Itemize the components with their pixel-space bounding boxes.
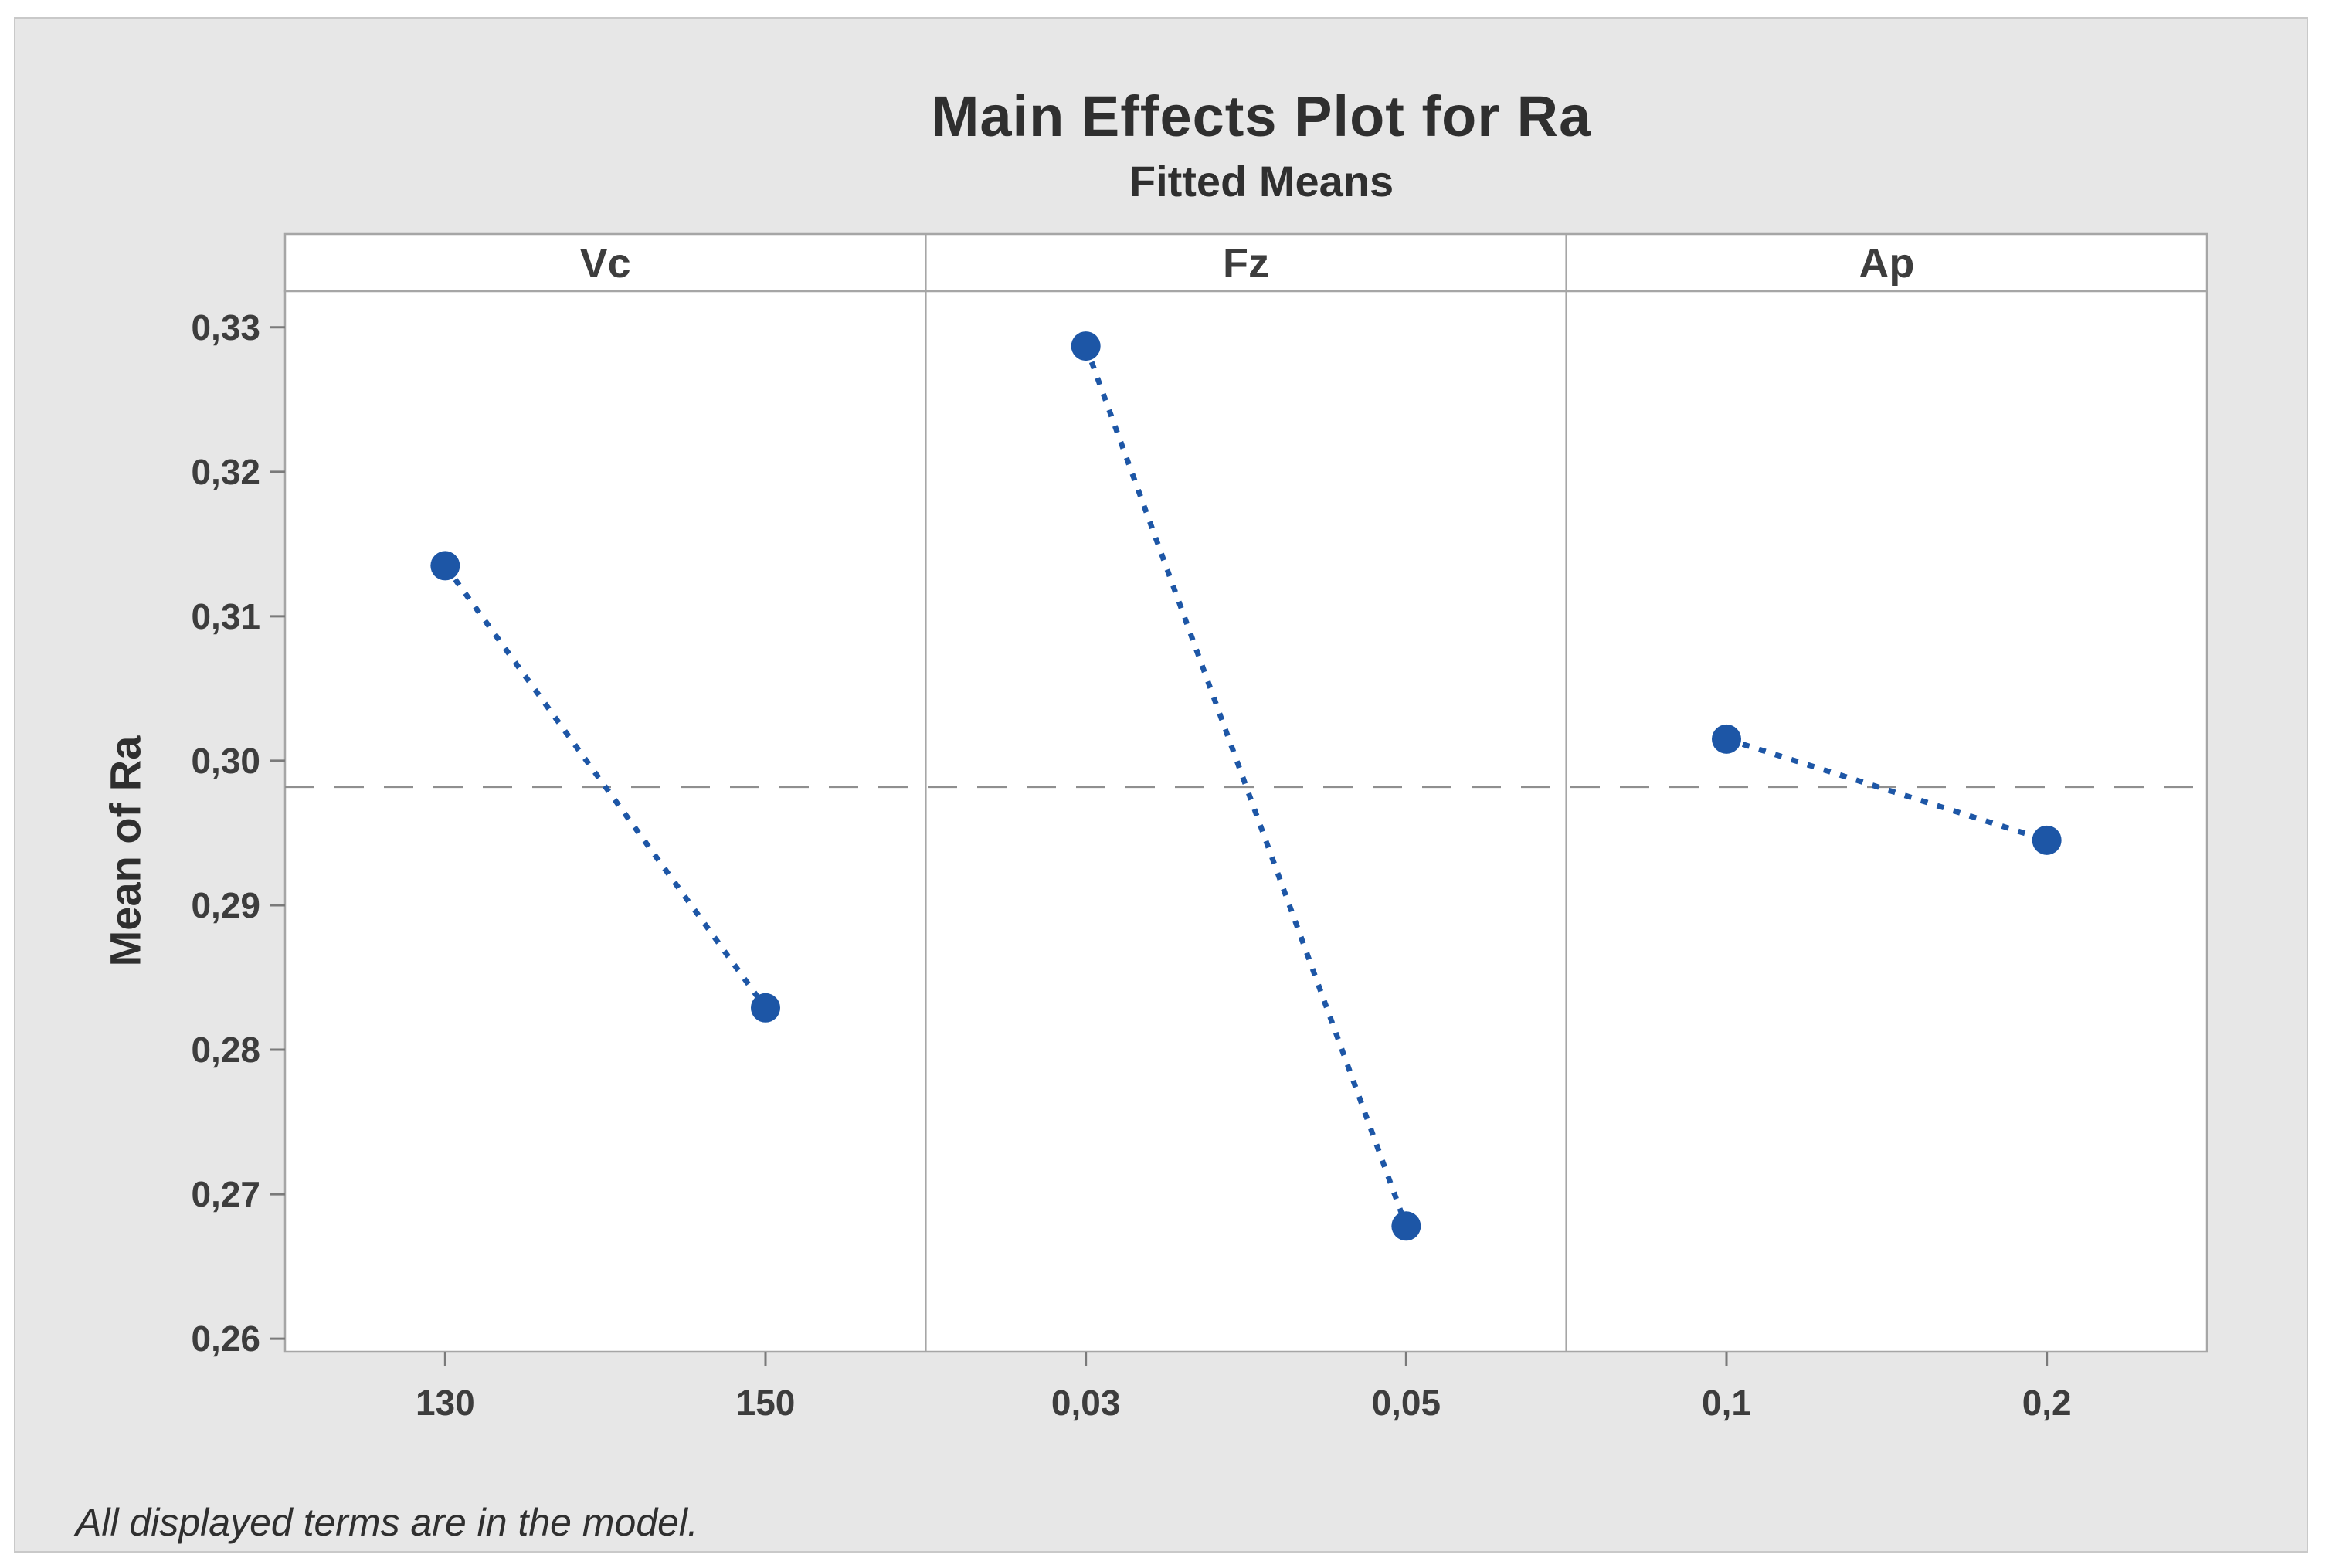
- y-tick-label: 0,33: [191, 307, 260, 348]
- series-segment: [443, 564, 768, 1010]
- data-point-marker: [751, 993, 780, 1023]
- x-tick-label: 0,03: [1051, 1383, 1121, 1423]
- x-tick-label: 0,1: [1702, 1383, 1751, 1423]
- data-point-marker: [1071, 331, 1101, 361]
- data-point-marker: [1712, 724, 1741, 754]
- y-tick-label: 0,32: [191, 452, 260, 492]
- y-tick-label: 0,28: [191, 1030, 260, 1070]
- data-point-marker: [430, 551, 460, 581]
- y-tick-label: 0,29: [191, 885, 260, 925]
- plot-area: [283, 290, 2208, 1353]
- x-tick-label: 150: [736, 1383, 796, 1423]
- y-tick-label: 0,31: [191, 596, 260, 636]
- y-tick-label: 0,30: [191, 741, 260, 781]
- chart-title: Main Effects Plot for Ra: [931, 84, 1592, 148]
- x-tick-label: 130: [416, 1383, 475, 1423]
- y-tick-label: 0,27: [191, 1174, 260, 1214]
- chart-subtitle: Fitted Means: [1129, 157, 1394, 205]
- model-footnote: All displayed terms are in the model.: [76, 1501, 698, 1544]
- data-point-marker: [2032, 825, 2062, 855]
- panel-label: Vc: [580, 240, 631, 287]
- x-tick-label: 0,2: [2022, 1383, 2072, 1423]
- data-point-marker: [1391, 1211, 1421, 1241]
- x-tick-label: 0,05: [1372, 1383, 1441, 1423]
- series-segment: [1083, 344, 1409, 1227]
- y-tick-label: 0,26: [191, 1319, 260, 1359]
- series-segment: [1725, 736, 2048, 843]
- panel-label: Ap: [1859, 240, 1914, 287]
- panel-label: Fz: [1223, 240, 1269, 287]
